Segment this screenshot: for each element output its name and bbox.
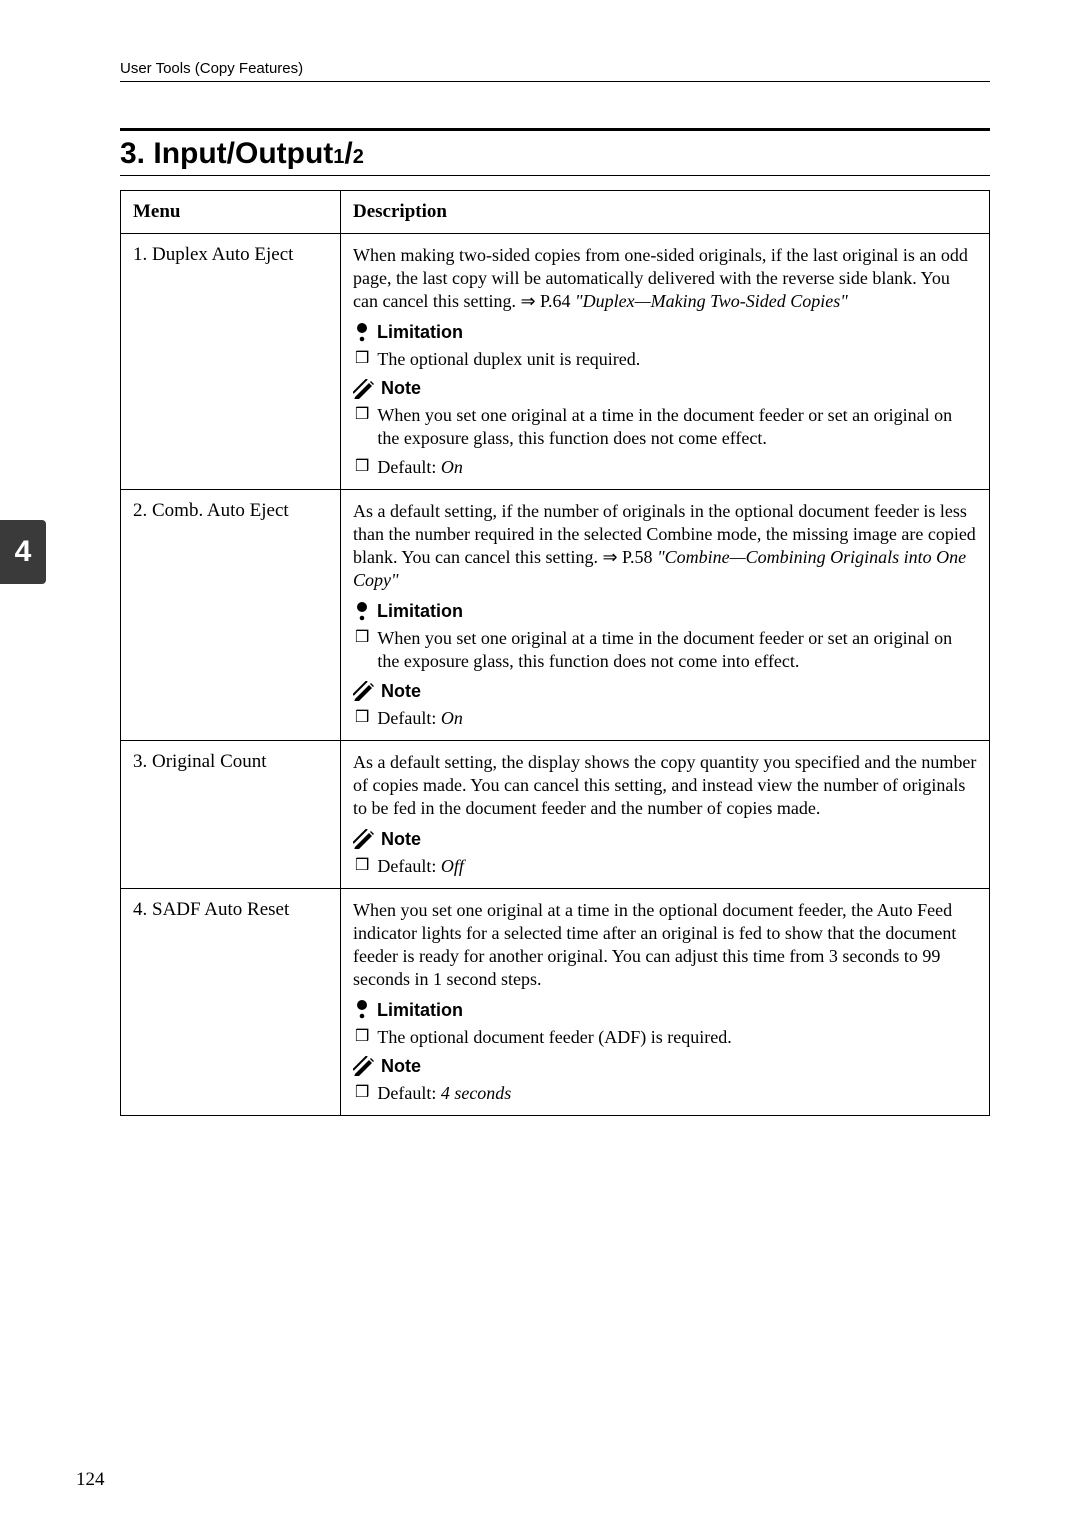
menu-cell: 2. Comb. Auto Eject [121, 490, 341, 740]
note-text: Note [381, 680, 421, 703]
page-number: 124 [76, 1469, 105, 1491]
limitation-text: Limitation [377, 600, 463, 623]
desc-cell: When making two-sided copies from one-si… [341, 234, 990, 490]
item-text: When you set one original at a time in t… [377, 404, 977, 450]
table-header-row: Menu Description [121, 191, 990, 234]
list-item: ❒ Default: Off [353, 855, 977, 878]
section-title: 3. Input/Output 1/2 [120, 128, 990, 176]
note-label: Note [353, 377, 977, 400]
note-icon [353, 1056, 375, 1076]
frac-top: 1 [333, 146, 344, 168]
limitation-label: Limitation [353, 321, 977, 344]
bullet-icon: ❒ [355, 456, 369, 479]
table-row: 1. Duplex Auto Eject When making two-sid… [121, 234, 990, 490]
table-row: 2. Comb. Auto Eject As a default setting… [121, 490, 990, 740]
limitation-label: Limitation [353, 999, 977, 1022]
note-label: Note [353, 680, 977, 703]
desc-cell: As a default setting, the display shows … [341, 740, 990, 888]
limitation-text: Limitation [377, 999, 463, 1022]
desc-cell: As a default setting, if the number of o… [341, 490, 990, 740]
item-text: Default: Off [377, 855, 977, 878]
table-row: 3. Original Count As a default setting, … [121, 740, 990, 888]
table-row: 4. SADF Auto Reset When you set one orig… [121, 888, 990, 1115]
header-menu: Menu [121, 191, 341, 234]
limitation-icon [353, 999, 371, 1021]
bullet-icon: ❒ [355, 855, 369, 878]
side-tab: 4 [0, 520, 46, 584]
list-item: ❒ The optional duplex unit is required. [353, 348, 977, 371]
limitation-icon [353, 322, 371, 344]
item-text: Default: On [377, 456, 977, 479]
list-item: ❒ When you set one original at a time in… [353, 404, 977, 450]
item-text: The optional document feeder (ADF) is re… [377, 1026, 977, 1049]
list-item: ❒ Default: On [353, 707, 977, 730]
bullet-icon: ❒ [355, 707, 369, 730]
note-text: Note [381, 377, 421, 400]
frac-slash: / [344, 137, 352, 170]
limitation-icon [353, 601, 371, 623]
list-item: ❒ When you set one original at a time in… [353, 627, 977, 673]
bullet-icon: ❒ [355, 1026, 369, 1049]
running-head: User Tools (Copy Features) [120, 60, 990, 82]
item-text: Default: 4 seconds [377, 1082, 977, 1105]
body-text: As a default setting, if the number of o… [353, 500, 977, 592]
desc-cell: When you set one original at a time in t… [341, 888, 990, 1115]
list-item: ❒ Default: On [353, 456, 977, 479]
menu-cell: 3. Original Count [121, 740, 341, 888]
list-item: ❒ The optional document feeder (ADF) is … [353, 1026, 977, 1049]
list-item: ❒ Default: 4 seconds [353, 1082, 977, 1105]
item-text: When you set one original at a time in t… [377, 627, 977, 673]
menu-cell: 1. Duplex Auto Eject [121, 234, 341, 490]
limitation-text: Limitation [377, 321, 463, 344]
note-icon [353, 379, 375, 399]
note-text: Note [381, 828, 421, 851]
note-icon [353, 681, 375, 701]
io-table: Menu Description 1. Duplex Auto Eject Wh… [120, 190, 990, 1116]
section-title-main: 3. Input/Output [120, 137, 333, 171]
item-text: Default: On [377, 707, 977, 730]
frac-bot: 2 [353, 146, 364, 168]
bullet-icon: ❒ [355, 348, 369, 371]
note-label: Note [353, 1055, 977, 1078]
body-text: As a default setting, the display shows … [353, 751, 977, 820]
bullet-icon: ❒ [355, 1082, 369, 1105]
menu-cell: 4. SADF Auto Reset [121, 888, 341, 1115]
body-text: When making two-sided copies from one-si… [353, 244, 977, 313]
note-label: Note [353, 828, 977, 851]
note-icon [353, 829, 375, 849]
bullet-icon: ❒ [355, 404, 369, 450]
header-description: Description [341, 191, 990, 234]
item-text: The optional duplex unit is required. [377, 348, 977, 371]
body-text: When you set one original at a time in t… [353, 899, 977, 991]
limitation-label: Limitation [353, 600, 977, 623]
note-text: Note [381, 1055, 421, 1078]
bullet-icon: ❒ [355, 627, 369, 673]
